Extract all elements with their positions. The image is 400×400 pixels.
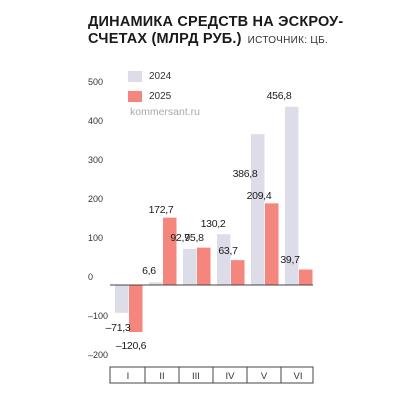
y-tick-label: 100 bbox=[88, 233, 103, 243]
y-tick-label: –100 bbox=[88, 311, 108, 321]
data-label-2025-II: 172,7 bbox=[149, 204, 174, 216]
data-label-2024-V: 386,8 bbox=[233, 168, 258, 180]
y-tick-label: 500 bbox=[88, 77, 103, 87]
legend-item-2024: 2024 bbox=[128, 71, 171, 82]
data-label-2024-II: 6,6 bbox=[142, 265, 156, 277]
legend-swatch-2024 bbox=[128, 71, 142, 82]
data-label-2024-III: 92,7 bbox=[170, 232, 190, 244]
y-tick-label: 200 bbox=[88, 194, 103, 204]
data-label-2025-VI: 39,7 bbox=[280, 254, 300, 266]
bar-2025-IV bbox=[231, 260, 245, 285]
bar-2024-IV bbox=[217, 234, 231, 285]
bar-2024-I bbox=[115, 285, 129, 313]
data-label-2024-IV: 130,2 bbox=[201, 218, 226, 230]
bar-2024-III bbox=[183, 248, 197, 285]
chart-title: ДИНАМИКА СРЕДСТВ НА ЭСКРОУ- СЧЕТАХ (МЛРД… bbox=[88, 14, 388, 49]
y-tick-label: 300 bbox=[88, 155, 103, 165]
data-label-2025-IV: 63,7 bbox=[218, 245, 238, 257]
watermark: kommersant.ru bbox=[130, 106, 201, 118]
chart-source: ИСТОЧНИК: ЦБ. bbox=[247, 35, 329, 46]
bar-2025-III bbox=[197, 247, 211, 285]
bar-2025-II bbox=[163, 217, 177, 285]
chart-title-line-1: ДИНАМИКА СРЕДСТВ НА ЭСКРОУ- bbox=[88, 14, 344, 30]
chart-title-line-2-text: СЧЕТАХ (МЛРД РУБ.) bbox=[88, 31, 242, 47]
x-axis-frame bbox=[109, 366, 314, 384]
data-label-2025-I: –120,6 bbox=[116, 340, 147, 352]
x-tick-label-II: II bbox=[159, 371, 164, 382]
x-tick-label-III: III bbox=[192, 371, 200, 382]
data-label-2025-V: 209,4 bbox=[247, 190, 272, 202]
legend-label-2025: 2025 bbox=[149, 91, 172, 102]
y-tick-label: 400 bbox=[88, 116, 103, 126]
y-tick-label: 0 bbox=[88, 272, 93, 282]
bar-2024-V bbox=[251, 134, 265, 285]
bar-2025-VI bbox=[299, 269, 313, 285]
legend-item-2025: 2025 bbox=[128, 91, 171, 102]
bar-2025-I bbox=[129, 285, 143, 333]
x-tick-label-I: I bbox=[127, 371, 130, 382]
data-label-2025-III: 95,8 bbox=[184, 232, 204, 244]
legend-swatch-2025 bbox=[128, 91, 142, 102]
legend-label-2024: 2024 bbox=[149, 71, 172, 82]
x-tick-label-V: V bbox=[261, 371, 268, 382]
x-tick-label-IV: IV bbox=[226, 371, 236, 382]
x-tick-label-VI: VI bbox=[294, 371, 303, 382]
y-tick-label: –200 bbox=[88, 350, 108, 360]
data-label-2024-I: –71,3 bbox=[106, 322, 131, 334]
bar-2025-V bbox=[265, 203, 279, 285]
data-label-2024-VI: 456,8 bbox=[267, 90, 292, 102]
bar-2024-VI bbox=[285, 106, 299, 286]
bar-2024-II bbox=[149, 282, 163, 285]
chart-title-line-2: СЧЕТАХ (МЛРД РУБ.) ИСТОЧНИК: ЦБ. bbox=[88, 31, 388, 49]
